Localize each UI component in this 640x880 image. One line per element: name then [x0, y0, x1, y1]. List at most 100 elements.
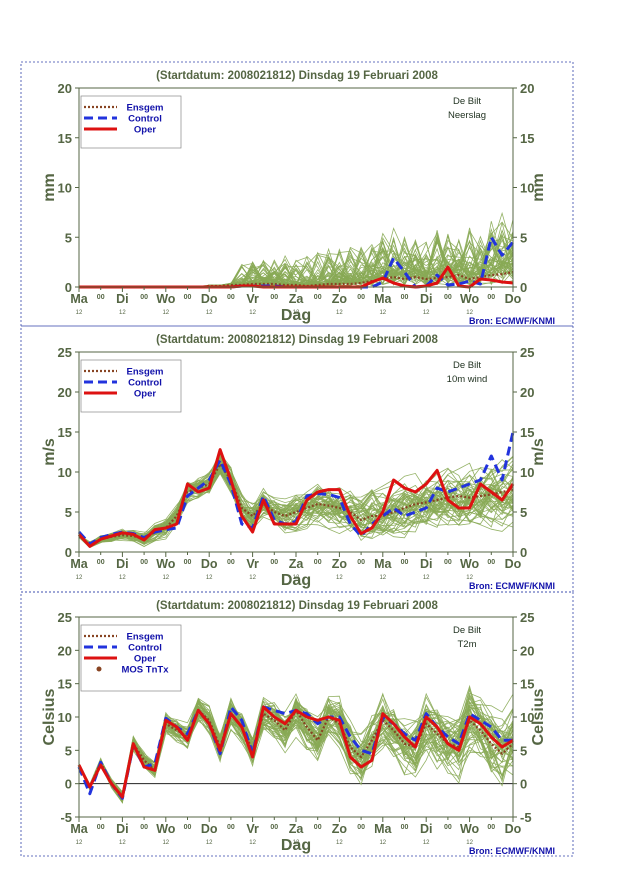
- x-day-label: Wo: [460, 292, 480, 306]
- x-day-label: Za: [289, 557, 305, 571]
- x-midnight-label: 00: [314, 294, 322, 301]
- x-hour-label: 12: [76, 575, 83, 581]
- x-day-label: Wo: [156, 292, 176, 306]
- x-hour-label: 12: [379, 840, 386, 846]
- station-name: De Bilt: [453, 625, 481, 636]
- y-tick-label-right: 5: [520, 230, 527, 245]
- y-tick-label-right: 10: [520, 181, 534, 196]
- x-day-label: Wo: [156, 557, 176, 571]
- x-hour-label: 12: [466, 840, 473, 846]
- source-credit: Bron: ECMWF/KNMI: [469, 316, 555, 326]
- x-midnight-label: 00: [140, 824, 148, 831]
- legend-label-ensgem: Ensgem: [127, 632, 164, 643]
- y-tick-label-right: 0: [520, 777, 527, 792]
- panel-t2m: (Startdatum: 2008021812) Dinsdag 19 Febr…: [20, 591, 574, 857]
- x-day-label: Di: [420, 557, 433, 571]
- x-midnight-label: 00: [227, 824, 235, 831]
- x-day-label: Ma: [374, 822, 392, 836]
- station-name: De Bilt: [453, 360, 481, 371]
- series-ensgem-line: [78, 462, 514, 546]
- y-axis-label-left: m/s: [41, 438, 58, 466]
- x-midnight-label: 00: [184, 559, 192, 566]
- y-tick-label-left: 5: [65, 230, 72, 245]
- panel-10m-wind: (Startdatum: 2008021812) Dinsdag 19 Febr…: [20, 325, 574, 593]
- y-tick-label-left: 15: [58, 425, 72, 440]
- x-hour-label: 12: [293, 310, 300, 316]
- x-midnight-label: 00: [401, 559, 409, 566]
- y-axis-label-left: mm: [41, 173, 58, 201]
- y-axis-label-left: Celsius: [41, 688, 58, 745]
- x-day-label: Do: [201, 292, 218, 306]
- variable-name: 10m wind: [447, 374, 488, 385]
- x-day-label: Wo: [460, 822, 480, 836]
- variable-name: T2m: [458, 639, 477, 650]
- x-hour-label: 12: [336, 840, 343, 846]
- legend-swatch-mos: [96, 666, 102, 672]
- x-midnight-label: 00: [97, 824, 105, 831]
- x-day-label: Di: [116, 557, 129, 571]
- y-tick-label-left: 10: [58, 710, 72, 725]
- x-day-label: Zo: [332, 557, 348, 571]
- y-tick-label-left: 20: [58, 643, 72, 658]
- y-tick-label-left: 25: [58, 345, 72, 360]
- x-midnight-label: 00: [444, 559, 452, 566]
- y-tick-label-left: 25: [58, 610, 72, 625]
- legend-label-mos: MOS TnTx: [122, 665, 170, 676]
- x-day-label: Ma: [70, 822, 88, 836]
- x-day-label: Do: [201, 557, 218, 571]
- legend-box: [80, 359, 182, 413]
- y-tick-label-right: -5: [520, 810, 532, 825]
- x-midnight-label: 00: [97, 294, 105, 301]
- x-midnight-label: 00: [401, 824, 409, 831]
- y-tick-label-right: 20: [520, 643, 534, 658]
- x-hour-label: 12: [379, 310, 386, 316]
- y-tick-label-left: 10: [58, 465, 72, 480]
- y-tick-label-right: 20: [520, 385, 534, 400]
- y-tick-label-left: 15: [58, 677, 72, 692]
- y-tick-label-right: 10: [520, 465, 534, 480]
- series-oper-line: [77, 448, 515, 548]
- y-tick-label-left: 5: [65, 743, 72, 758]
- x-midnight-label: 00: [184, 294, 192, 301]
- panel-title: (Startdatum: 2008021812) Dinsdag 19 Febr…: [156, 334, 438, 346]
- x-day-label: Do: [505, 292, 522, 306]
- y-tick-label-left: 15: [58, 131, 72, 146]
- ensemble-member-line: [78, 469, 514, 546]
- x-day-label: Ma: [70, 557, 88, 571]
- x-midnight-label: 00: [487, 294, 495, 301]
- x-midnight-label: 00: [97, 559, 105, 566]
- x-midnight-label: 00: [140, 559, 148, 566]
- x-midnight-label: 00: [314, 559, 322, 566]
- x-midnight-label: 00: [270, 294, 278, 301]
- ensemble-member-line: [78, 466, 514, 548]
- x-midnight-label: 00: [487, 824, 495, 831]
- x-hour-label: 12: [466, 575, 473, 581]
- x-day-label: Di: [116, 292, 129, 306]
- y-tick-label-right: 10: [520, 710, 534, 725]
- legend-label-control: Control: [128, 643, 162, 654]
- x-day-label: Ma: [374, 557, 392, 571]
- y-tick-label-right: 5: [520, 743, 527, 758]
- x-hour-label: 12: [423, 575, 430, 581]
- series-oper-line: [77, 705, 514, 799]
- x-hour-label: 12: [162, 575, 169, 581]
- x-day-label: Za: [289, 822, 305, 836]
- x-hour-label: 12: [466, 310, 473, 316]
- y-tick-label-right: 15: [520, 131, 534, 146]
- y-tick-label-left: 10: [58, 181, 72, 196]
- x-hour-label: 12: [206, 575, 213, 581]
- x-hour-label: 12: [76, 840, 83, 846]
- x-hour-label: 12: [249, 840, 256, 846]
- station-name: De Bilt: [453, 96, 481, 107]
- x-hour-label: 12: [379, 575, 386, 581]
- y-tick-label-left: 0: [65, 545, 72, 560]
- y-axis-label-right: mm: [530, 173, 547, 201]
- ensemble-member-line: [78, 471, 514, 547]
- source-credit: Bron: ECMWF/KNMI: [469, 846, 555, 856]
- x-hour-label: 12: [162, 310, 169, 316]
- x-midnight-label: 00: [140, 294, 148, 301]
- y-axis-label-right: Celsius: [530, 688, 547, 745]
- x-day-label: Do: [201, 822, 218, 836]
